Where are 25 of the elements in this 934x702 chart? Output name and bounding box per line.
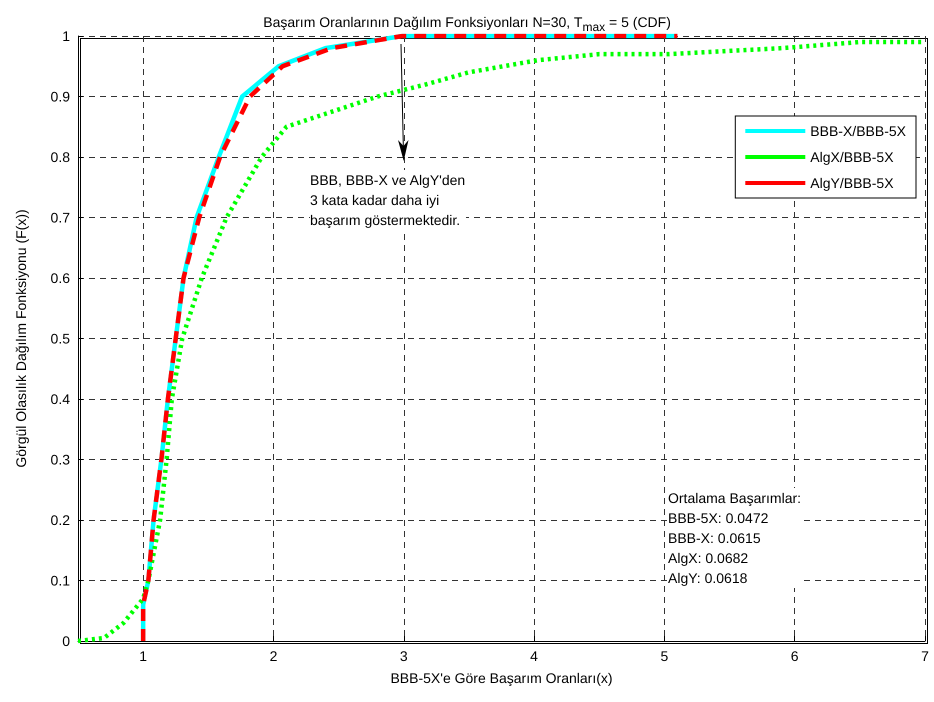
x-tick-label: 1 <box>139 648 148 664</box>
y-tick-label: 0.2 <box>50 512 70 528</box>
x-tick-label: 7 <box>921 648 930 664</box>
y-tick-label: 0.6 <box>50 270 70 286</box>
x-tick-label: 3 <box>400 648 408 664</box>
legend-label: BBB-X/BBB-5X <box>810 123 907 139</box>
y-tick-label: 0.4 <box>50 391 70 407</box>
y-tick-label: 0.1 <box>50 572 70 588</box>
x-axis-title: BBB-5X'e Göre Başarım Oranları(x) <box>390 670 613 686</box>
x-tick-label: 5 <box>660 648 668 664</box>
y-tick-label: 0.5 <box>50 330 70 346</box>
legend-label: AlgX/BBB-5X <box>810 149 894 165</box>
x-tick-label: 6 <box>790 648 799 664</box>
y-tick-label: 0.8 <box>50 149 70 165</box>
y-tick-label: 0.7 <box>50 210 70 226</box>
legend-label: AlgY/BBB-5X <box>810 175 894 191</box>
y-tick-label: 0 <box>62 633 70 649</box>
y-tick-label: 0.3 <box>50 452 70 468</box>
annotation: Ortalama Başarımlar: BBB-5X: 0.0472 BBB-X: 0.0615 AlgX: 0.0682 AlgY: 0.0618 <box>668 490 802 586</box>
y-axis-title: Görgül Olasılık Dağılım Fonksiyonu (F(x)) <box>13 209 29 468</box>
annotation: BBB, BBB-X ve AlgY'den 3 kata kadar daha iyi başarım göstermektedir. <box>310 172 466 228</box>
x-tick-label: 4 <box>530 648 538 664</box>
y-tick-label: 0.9 <box>50 88 70 104</box>
y-tick-label: 1 <box>62 28 70 44</box>
x-tick-label: 2 <box>270 648 278 664</box>
